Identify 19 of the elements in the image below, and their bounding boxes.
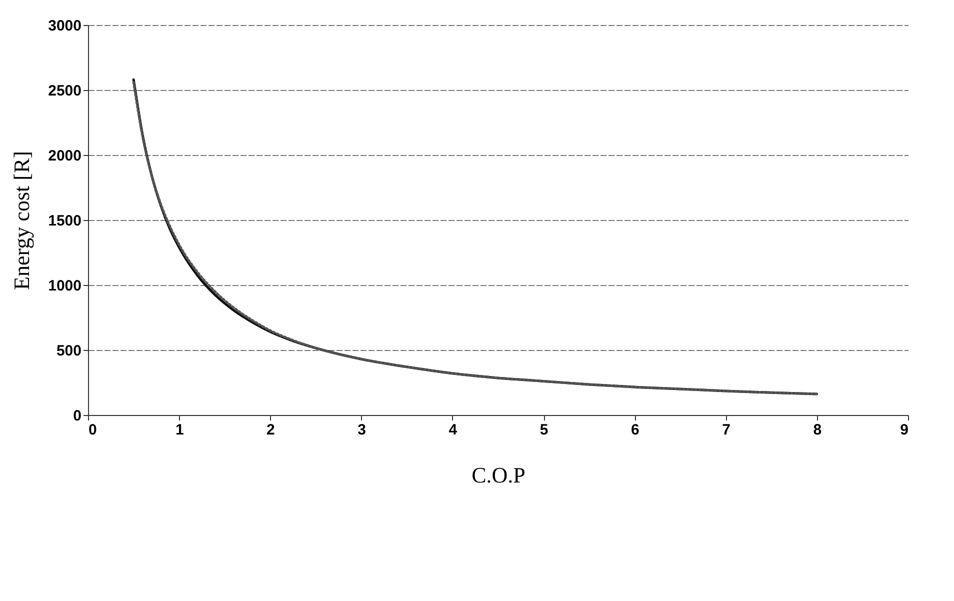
y-tick-label: 3000 [48,18,82,34]
x-tick-label: 6 [630,422,640,438]
y-tick-label: 500 [56,342,82,360]
y-tick-label: 1000 [48,278,82,294]
y-tick-label: 2000 [48,148,82,164]
y-tick-label: 0 [73,408,82,424]
x-tick-label: 3 [358,422,366,438]
y-tick-label: 2500 [48,82,82,100]
x-tick-label: 9 [900,422,908,438]
x-tick-label: 5 [540,422,548,438]
x-tick-label: 1 [175,422,184,438]
x-tick-label: 4 [448,422,458,438]
x-axis-title: C.O.P [472,462,526,488]
y-tick-label: 1500 [48,212,82,230]
x-tick-label: 2 [266,422,275,438]
x-tick-label: 8 [813,422,822,438]
x-tick-label: 7 [722,422,730,438]
y-axis-title: Energy cost [R] [9,151,34,290]
x-tick-label: 0 [88,422,97,438]
